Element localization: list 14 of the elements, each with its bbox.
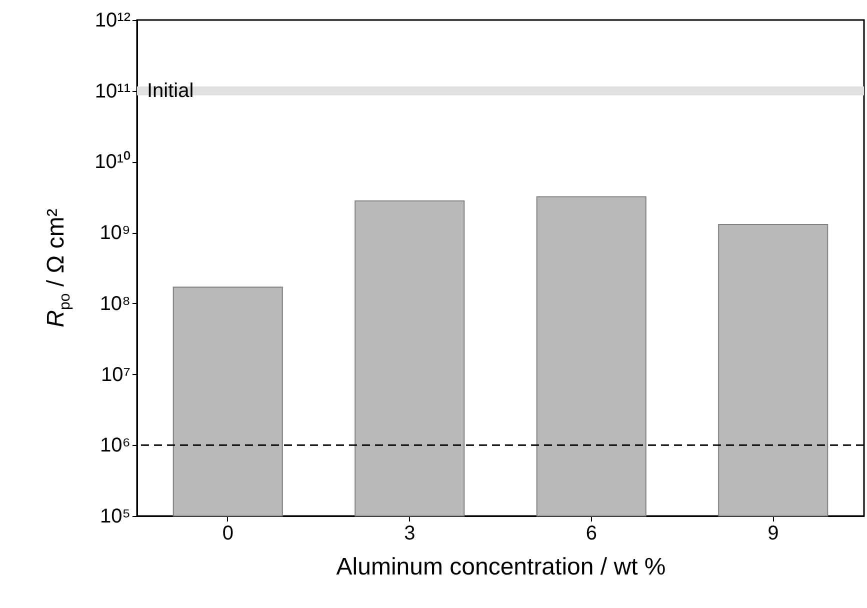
x-tick-label: 9	[768, 522, 779, 544]
y-tick-label: 10⁷	[101, 364, 130, 386]
y-tick-label: 10¹¹	[94, 80, 131, 102]
y-tick-label: 10⁹	[100, 222, 130, 244]
y-tick-label: 10¹²	[94, 10, 131, 32]
y-tick-label: 10¹⁰	[94, 150, 130, 174]
x-tick-label: 3	[404, 522, 416, 544]
x-axis-title: Aluminum concentration / wt %	[336, 554, 666, 580]
y-tick-label: 10⁵	[100, 506, 130, 528]
x-tick-label: 6	[586, 522, 597, 544]
y-tick-label: 10⁸	[100, 292, 130, 315]
ref-line-label: Initial	[147, 80, 194, 102]
x-tick-label: 0	[222, 522, 234, 544]
y-tick-label: 10⁶	[100, 434, 130, 457]
